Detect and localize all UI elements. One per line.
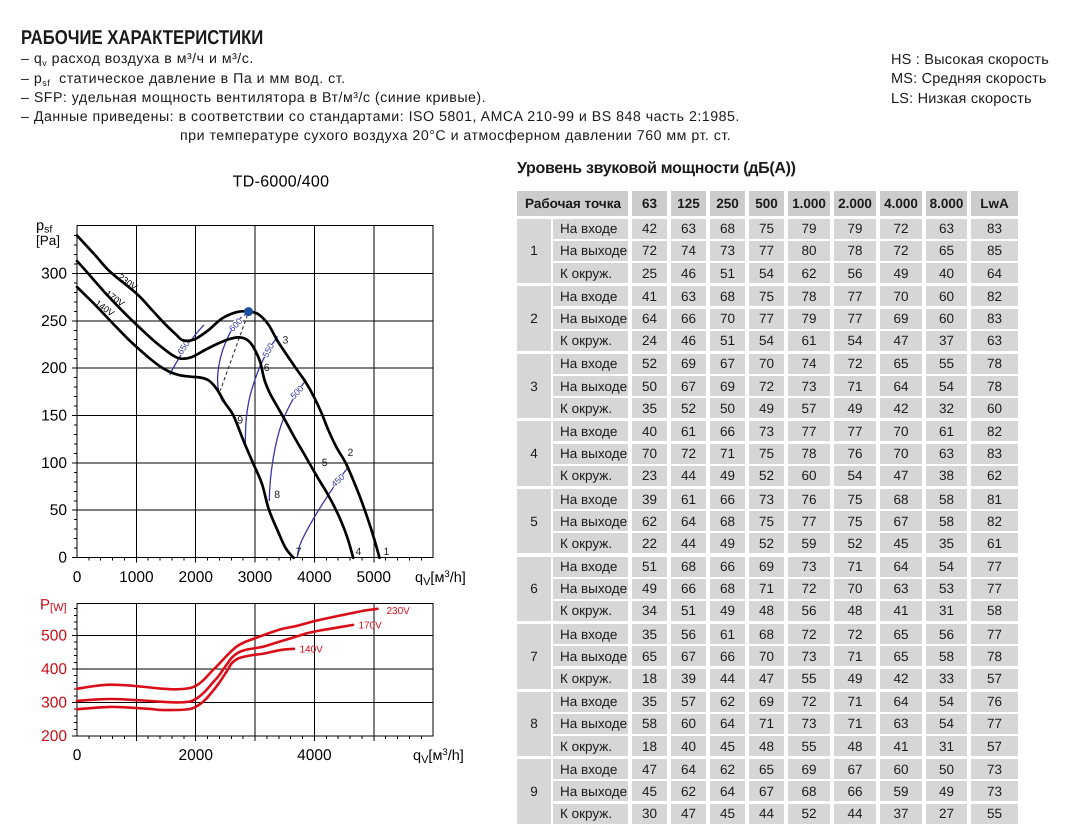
svg-text:3: 3 [283,335,289,347]
svg-text:5000: 5000 [357,569,392,586]
svg-text:550: 550 [260,341,276,359]
svg-text:0: 0 [58,550,67,567]
svg-text:150: 150 [41,408,67,425]
svg-text:9: 9 [237,415,243,427]
svg-text:1000: 1000 [119,569,154,586]
svg-text:2000: 2000 [178,747,213,764]
svg-text:qV[м3/h]: qV[м3/h] [413,747,464,766]
svg-text:600: 600 [227,316,244,334]
svg-text:8: 8 [274,489,280,501]
svg-text:TD-6000/400: TD-6000/400 [233,174,330,191]
svg-text:100: 100 [41,455,67,472]
svg-text:250: 250 [41,313,67,330]
svg-text:4: 4 [356,546,362,558]
svg-text:200: 200 [41,728,67,745]
svg-text:3000: 3000 [238,569,273,586]
svg-text:400: 400 [41,661,67,678]
svg-text:300: 300 [41,265,67,282]
svg-text:230V: 230V [387,606,411,617]
svg-text:500: 500 [41,628,67,645]
svg-text:0: 0 [73,569,82,586]
svg-text:2000: 2000 [178,569,213,586]
svg-text:1: 1 [384,546,390,558]
svg-text:P[W]: P[W] [40,597,67,615]
svg-text:170V: 170V [359,621,383,632]
svg-text:5: 5 [322,457,328,469]
svg-text:500: 500 [288,383,305,401]
svg-text:7: 7 [296,546,302,558]
svg-text:6: 6 [264,362,270,374]
svg-text:0: 0 [73,747,82,764]
svg-text:230V: 230V [116,272,139,292]
svg-text:50: 50 [50,502,68,519]
svg-text:4000: 4000 [297,747,332,764]
svg-text:4000: 4000 [297,569,332,586]
svg-text:140V: 140V [300,645,324,656]
svg-text:300: 300 [41,695,67,712]
svg-text:[Pa]: [Pa] [36,233,60,248]
svg-text:2: 2 [348,447,354,459]
svg-text:200: 200 [41,360,67,377]
svg-text:450: 450 [329,472,347,489]
svg-text:qV[м3/h]: qV[м3/h] [415,569,466,588]
